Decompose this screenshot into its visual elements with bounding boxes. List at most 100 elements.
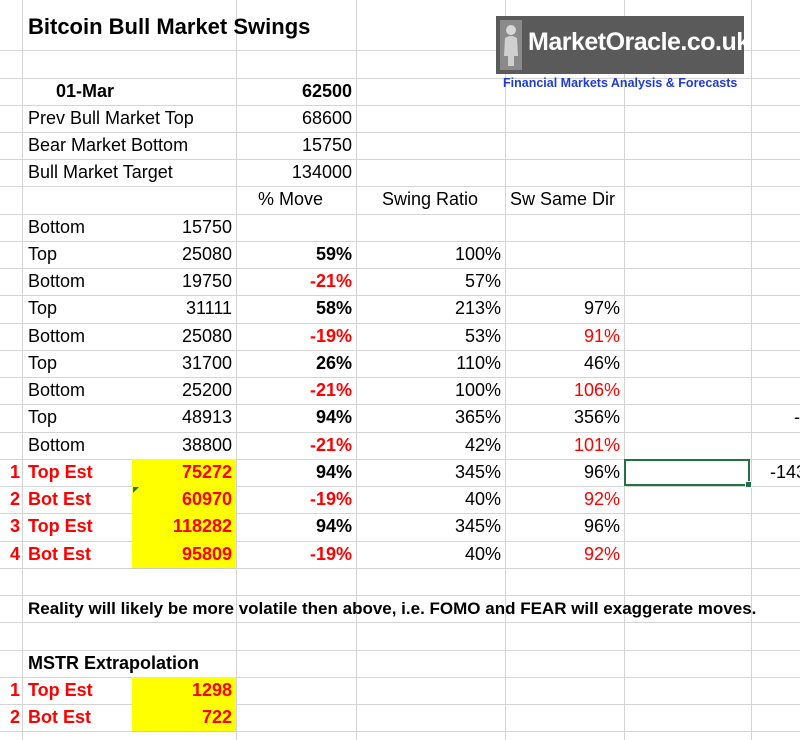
est-label[interactable]: Bot Est bbox=[28, 544, 91, 564]
row-value[interactable]: 15750 bbox=[181, 217, 232, 237]
note-text[interactable]: Reality will likely be more volatile the… bbox=[28, 599, 757, 618]
row-ratio[interactable]: 100% bbox=[454, 244, 501, 264]
row-label[interactable]: Bottom bbox=[28, 326, 86, 346]
est-value[interactable]: 75272 bbox=[181, 462, 232, 482]
prev-top-label[interactable]: Prev Bull Market Top bbox=[28, 108, 194, 128]
est-same-dir[interactable]: 96% bbox=[583, 516, 620, 536]
est-ratio[interactable]: 345% bbox=[454, 462, 501, 482]
est-value[interactable]: 60970 bbox=[181, 489, 232, 509]
mstr-title[interactable]: MSTR Extrapolation bbox=[28, 653, 200, 673]
bull-target-value[interactable]: 134000 bbox=[291, 162, 352, 182]
overflow-cell[interactable]: - bbox=[794, 407, 800, 427]
row-move[interactable]: -21% bbox=[309, 271, 352, 291]
row-move[interactable]: 58% bbox=[315, 298, 352, 318]
row-label[interactable]: Bottom bbox=[28, 435, 86, 455]
row-move[interactable]: 59% bbox=[315, 244, 352, 264]
mstr-label[interactable]: Bot Est bbox=[28, 707, 91, 727]
row-move[interactable]: 26% bbox=[315, 353, 352, 373]
prev-top-value[interactable]: 68600 bbox=[301, 108, 352, 128]
row-same-dir[interactable]: 101% bbox=[573, 435, 620, 455]
est-label[interactable]: Top Est bbox=[28, 462, 93, 482]
row-divider bbox=[0, 268, 800, 269]
row-label[interactable]: Top bbox=[28, 298, 58, 318]
row-same-dir[interactable]: 97% bbox=[583, 298, 620, 318]
row-label[interactable]: Top bbox=[28, 353, 58, 373]
est-ratio[interactable]: 345% bbox=[454, 516, 501, 536]
row-label[interactable]: Top bbox=[28, 407, 58, 427]
row-ratio[interactable]: 42% bbox=[464, 435, 501, 455]
row-label[interactable]: Bottom bbox=[28, 380, 86, 400]
row-divider bbox=[0, 704, 800, 705]
row-ratio[interactable]: 213% bbox=[454, 298, 501, 318]
row-divider bbox=[0, 731, 800, 732]
row-same-dir[interactable]: 356% bbox=[573, 407, 620, 427]
row-ratio[interactable]: 53% bbox=[464, 326, 501, 346]
row-divider bbox=[0, 132, 800, 133]
est-move[interactable]: -19% bbox=[309, 544, 352, 564]
row-same-dir[interactable]: 106% bbox=[573, 380, 620, 400]
row-move[interactable]: -19% bbox=[309, 326, 352, 346]
est-same-dir[interactable]: 92% bbox=[583, 489, 620, 509]
header-move[interactable]: % Move bbox=[258, 189, 324, 209]
mstr-number[interactable]: 2 bbox=[10, 707, 21, 727]
row-value[interactable]: 25200 bbox=[181, 380, 232, 400]
row-divider bbox=[0, 241, 800, 242]
row-value[interactable]: 31111 bbox=[185, 298, 232, 318]
row-move[interactable]: -21% bbox=[309, 380, 352, 400]
row-label[interactable]: Bottom bbox=[28, 271, 86, 291]
est-same-dir[interactable]: 92% bbox=[583, 544, 620, 564]
row-move[interactable]: 94% bbox=[315, 407, 352, 427]
row-value[interactable]: 31700 bbox=[181, 353, 232, 373]
est-move[interactable]: 94% bbox=[315, 462, 352, 482]
row-label[interactable]: Bottom bbox=[28, 217, 86, 237]
row-same-dir[interactable]: 46% bbox=[583, 353, 620, 373]
row-divider bbox=[0, 50, 800, 51]
est-move[interactable]: -19% bbox=[309, 489, 352, 509]
row-value[interactable]: 25080 bbox=[181, 244, 232, 264]
header-same-dir[interactable]: Sw Same Dir bbox=[510, 189, 616, 209]
row-move[interactable]: -21% bbox=[309, 435, 352, 455]
est-ratio[interactable]: 40% bbox=[464, 544, 501, 564]
est-value[interactable]: 118282 bbox=[172, 516, 232, 536]
thinker-statue-icon bbox=[500, 20, 522, 70]
row-label[interactable]: Top bbox=[28, 244, 58, 264]
est-number[interactable]: 1 bbox=[10, 462, 21, 482]
mstr-number[interactable]: 1 bbox=[10, 680, 21, 700]
row-divider bbox=[0, 214, 800, 215]
header-swing-ratio[interactable]: Swing Ratio bbox=[382, 189, 479, 209]
row-ratio[interactable]: 110% bbox=[456, 353, 501, 373]
row-value[interactable]: 25080 bbox=[181, 326, 232, 346]
bear-bottom-label[interactable]: Bear Market Bottom bbox=[28, 135, 189, 155]
selected-cell[interactable] bbox=[624, 459, 752, 488]
row-value[interactable]: 48913 bbox=[181, 407, 232, 427]
est-same-dir[interactable]: 96% bbox=[583, 462, 620, 482]
bull-target-label[interactable]: Bull Market Target bbox=[28, 162, 173, 182]
column-divider bbox=[22, 0, 23, 740]
est-label[interactable]: Top Est bbox=[28, 516, 93, 536]
mstr-value[interactable]: 1298 bbox=[191, 680, 232, 700]
row-ratio[interactable]: 57% bbox=[464, 271, 501, 291]
est-value[interactable]: 95809 bbox=[181, 544, 232, 564]
date-value[interactable]: 62500 bbox=[301, 81, 352, 101]
est-number[interactable]: 3 bbox=[10, 516, 21, 536]
date-label[interactable]: 01-Mar bbox=[55, 81, 115, 101]
fill-handle[interactable] bbox=[745, 481, 752, 488]
row-divider bbox=[0, 595, 800, 596]
row-value[interactable]: 38800 bbox=[181, 435, 232, 455]
row-divider bbox=[0, 323, 800, 324]
est-ratio[interactable]: 40% bbox=[464, 489, 501, 509]
row-same-dir[interactable]: 91% bbox=[583, 326, 620, 346]
row-value[interactable]: 19750 bbox=[181, 271, 232, 291]
mstr-label[interactable]: Top Est bbox=[28, 680, 93, 700]
bear-bottom-value[interactable]: 15750 bbox=[301, 135, 352, 155]
est-move[interactable]: 94% bbox=[315, 516, 352, 536]
row-ratio[interactable]: 100% bbox=[454, 380, 501, 400]
row-divider bbox=[0, 350, 800, 351]
est-label[interactable]: Bot Est bbox=[28, 489, 91, 509]
est-number[interactable]: 4 bbox=[10, 544, 21, 564]
mstr-value[interactable]: 722 bbox=[201, 707, 232, 727]
row-ratio[interactable]: 365% bbox=[454, 407, 501, 427]
overflow-cell[interactable]: -143 bbox=[770, 462, 800, 482]
est-number[interactable]: 2 bbox=[10, 489, 21, 509]
